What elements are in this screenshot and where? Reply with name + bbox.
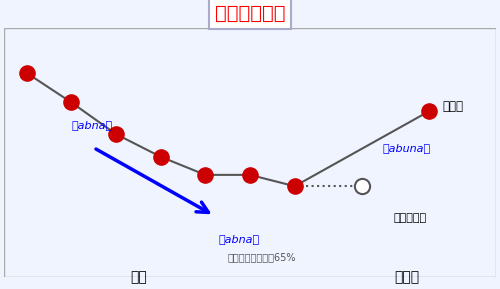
Point — [156, 154, 164, 159]
Point — [246, 173, 254, 177]
Point — [22, 71, 30, 75]
Text: テスト: テスト — [394, 270, 419, 284]
Text: 「abuna」: 「abuna」 — [382, 143, 430, 153]
Text: 「abna」: 「abna」 — [71, 120, 112, 129]
Text: 脱馴化: 脱馴化 — [442, 100, 463, 113]
Point — [290, 184, 298, 188]
Point — [112, 132, 120, 136]
Point — [67, 100, 75, 105]
Point — [425, 109, 433, 114]
Bar — [4, 27, 496, 277]
Text: 脱馴化なし: 脱馴化なし — [393, 213, 426, 223]
Text: 最初の注視時間の65%: 最初の注視時間の65% — [228, 252, 296, 262]
Title: 測定の結果例: 測定の結果例 — [215, 4, 285, 23]
Text: 馴化: 馴化 — [130, 270, 146, 284]
Point — [358, 184, 366, 188]
Point — [202, 173, 209, 177]
Text: 「abna」: 「abna」 — [218, 234, 260, 244]
